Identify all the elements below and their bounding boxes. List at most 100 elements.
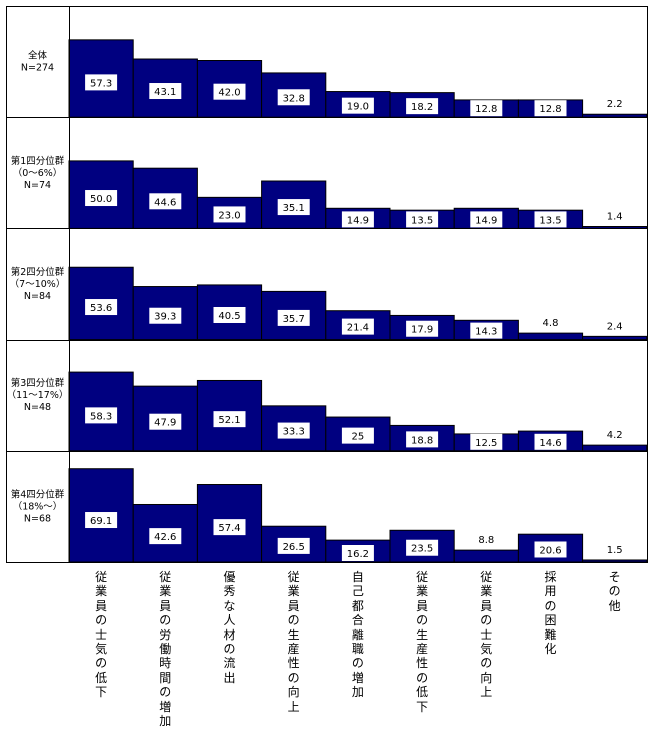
data-label: 25 <box>352 432 365 443</box>
data-label: 35.1 <box>283 203 305 214</box>
data-label-box <box>406 98 439 115</box>
category-label: その他 <box>608 570 621 613</box>
data-label-box <box>85 190 118 207</box>
data-label: 13.5 <box>411 215 433 226</box>
data-label: 12.8 <box>475 104 497 115</box>
panel-label-line: 第2四分位群 <box>11 266 65 278</box>
data-label-box <box>213 206 246 223</box>
data-label: 32.8 <box>283 93 305 104</box>
data-label-box <box>149 307 182 324</box>
data-label: 16.2 <box>347 549 369 560</box>
data-label-box <box>149 83 182 100</box>
data-label-box <box>277 89 310 106</box>
data-label-box <box>85 407 118 424</box>
panel-label-line: （18%～） <box>13 500 63 512</box>
data-label: 26.5 <box>283 542 305 553</box>
data-label-box <box>406 320 439 337</box>
category-label: 従業員の生産性の向上 <box>287 570 300 714</box>
data-label-box <box>213 83 246 100</box>
data-label: 39.3 <box>154 312 176 323</box>
data-label: 4.2 <box>607 430 623 441</box>
data-label: 14.9 <box>475 215 497 226</box>
data-label-box <box>470 433 503 450</box>
data-label-box <box>534 100 567 117</box>
panel-label-line: N=84 <box>24 291 51 302</box>
data-label-box <box>470 100 503 117</box>
category-label: 自己都合離職の増加 <box>351 570 364 700</box>
data-label: 20.6 <box>539 545 561 556</box>
panel-label-line: 第4四分位群 <box>11 488 65 500</box>
data-label-box <box>213 306 246 323</box>
data-label-box <box>85 74 118 91</box>
data-label-box <box>341 318 374 335</box>
panel-label: 第4四分位群（18%～） N=68 <box>11 488 65 524</box>
data-label-box <box>534 541 567 558</box>
panel-label-line: 第3四分位群 <box>11 377 65 389</box>
data-label-box <box>277 199 310 216</box>
data-label: 8.8 <box>478 535 494 546</box>
panel-label-line: （0～6%） <box>13 167 63 179</box>
panel-label-line: 全体 <box>28 50 48 62</box>
data-label-box <box>534 211 567 228</box>
bar <box>517 332 584 341</box>
panel-5: 第4四分位群（18%～） N=68 69.1 42.6 57.4 26.5 16.2 23.5… <box>11 468 648 563</box>
data-label: 23.5 <box>411 544 433 555</box>
panel-4: 第3四分位群（11～17%） N=48 58.3 47.9 52.1 33.3 25 18.8… <box>7 371 648 452</box>
data-label: 69.1 <box>90 516 112 527</box>
data-label: 4.8 <box>543 318 559 329</box>
data-label: 19.0 <box>347 102 369 113</box>
data-label: 58.3 <box>90 411 112 422</box>
panel-label: 全体 N=274 <box>21 50 54 74</box>
data-label: 18.8 <box>411 435 433 446</box>
category-label: 従業員の士気の低下 <box>95 570 108 700</box>
panel-1: 全体 N=274 57.3 43.1 42.0 32.8 19.0 18.2 12.8 12.8 2… <box>21 39 648 118</box>
data-label-box <box>213 411 246 428</box>
panel-label: 第3四分位群（11～17%） N=48 <box>7 377 69 413</box>
data-label-box <box>470 322 503 339</box>
bar <box>582 113 648 118</box>
panel-3: 第2四分位群（7～10%） N=84 53.6 39.3 40.5 35.7 21.4 17.… <box>10 266 648 341</box>
panel-label-line: N=274 <box>21 63 54 74</box>
panel-label-line: N=68 <box>24 513 51 524</box>
bar <box>196 284 263 341</box>
panel-label: 第1四分位群（0～6%） N=74 <box>11 155 65 191</box>
data-label: 1.4 <box>607 212 623 223</box>
data-label-box <box>85 299 118 316</box>
panel-label-line: （7～10%） <box>10 278 66 290</box>
data-label: 57.4 <box>218 523 240 534</box>
data-label: 44.6 <box>154 197 176 208</box>
data-label: 14.9 <box>347 215 369 226</box>
data-label: 14.3 <box>475 327 497 338</box>
data-label: 42.0 <box>218 88 240 99</box>
data-label: 35.7 <box>283 314 305 325</box>
category-label: 従業員の生産性の低下 <box>416 570 429 714</box>
data-label: 1.5 <box>607 545 623 556</box>
category-label: 従業員の士気の向上 <box>480 570 493 700</box>
panel-label-line: 第1四分位群 <box>11 155 65 167</box>
data-label: 52.1 <box>218 415 240 426</box>
data-label-box <box>277 309 310 326</box>
data-label: 2.4 <box>607 321 623 332</box>
panel-label-line: N=74 <box>24 180 51 191</box>
data-label: 33.3 <box>283 427 305 438</box>
data-label-box <box>341 97 374 114</box>
data-label-box <box>470 211 503 228</box>
chart-frame <box>6 6 648 563</box>
data-label-box <box>149 413 182 430</box>
data-label: 53.6 <box>90 303 112 314</box>
data-label-box <box>406 539 439 556</box>
data-label-box <box>341 211 374 228</box>
data-label: 42.6 <box>154 532 176 543</box>
bar <box>453 549 519 563</box>
data-label: 13.5 <box>539 215 561 226</box>
data-label: 23.0 <box>218 210 240 221</box>
panel-label: 第2四分位群（7～10%） N=84 <box>10 266 66 302</box>
data-label-box <box>149 528 182 545</box>
category-label: 採用の困難化 <box>544 570 557 657</box>
panel-label-line: N=48 <box>24 402 51 413</box>
bar <box>582 559 648 563</box>
category-label: 優秀な人材の流出 <box>223 570 236 685</box>
bar <box>582 444 648 452</box>
data-label-box <box>534 433 567 450</box>
